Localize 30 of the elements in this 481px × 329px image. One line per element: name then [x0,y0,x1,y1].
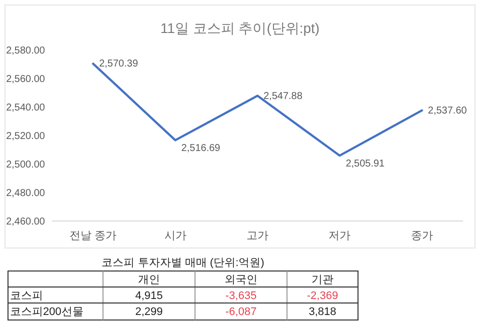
category-label: 개인 [138,274,160,286]
x-tick-label: 시가 [164,230,186,242]
text: 2,299 [135,306,163,318]
category-label: 코스피 [10,290,43,302]
category-label: 코스피200선물 [10,306,84,318]
data-label: 2,570.39 [99,58,138,70]
x-tick-label: 전날 종가 [70,230,117,242]
y-tick-label: 2,460.00 [6,216,46,228]
data-label: 2,547.88 [264,90,303,102]
x-tick-label: 종가 [410,230,433,242]
y-tick-label: 2,500.00 [6,160,46,170]
text: -2,369 [306,290,338,302]
text: 4,915 [135,290,163,302]
data-label: 2,516.69 [181,143,221,154]
x-tick-label: 저가 [328,230,351,242]
category-label: 기관 [312,274,334,286]
y-tick-label: 2,520.00 [6,131,46,142]
chart-title: 11일 코스피 추이(단위:pt) [160,20,320,36]
data-label: 2,505.91 [346,158,386,170]
x-tick-label: 고가 [246,230,268,242]
y-tick-label: 2,480.00 [6,188,46,199]
category-label: 외국인 [224,274,258,286]
text: 3,818 [308,306,336,318]
y-tick-label: 2,540.00 [6,102,46,114]
data-label: 2,537.60 [428,105,468,116]
text: 코스피 투자자별 매매 (단위:억원) [102,257,264,269]
y-tick-label: 2,580.00 [6,46,46,56]
y-tick-label: 2,560.00 [6,74,46,85]
text: -3,635 [225,290,257,302]
text: -6,087 [225,306,257,318]
